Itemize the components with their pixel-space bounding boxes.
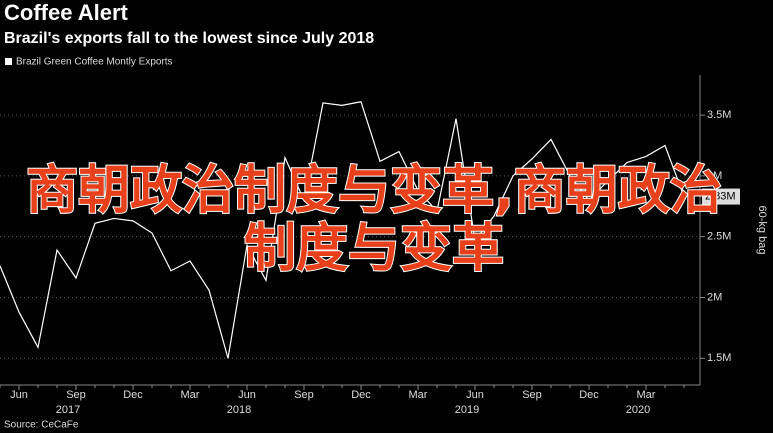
x-year-label: 2017 (56, 404, 80, 416)
value-label: 2.83M (705, 190, 736, 202)
x-tick-label: Sep (294, 389, 314, 401)
x-tick-label: Mar (409, 389, 428, 401)
x-tick-label: Dec (351, 389, 371, 401)
x-tick-label: Jun (466, 389, 484, 401)
y-tick-label: 3.5M (707, 109, 731, 121)
y-tick-label: 1.5M (707, 352, 731, 364)
x-tick-label: Sep (522, 389, 542, 401)
x-year-label: 2020 (626, 404, 650, 416)
y-tick-label: 3M (707, 170, 722, 182)
overlay-text: 商朝政治制度与变革,商朝政治制度与变革 (25, 161, 723, 279)
x-tick-label: Jun (238, 389, 256, 401)
value-label-box (702, 188, 740, 205)
x-year-label: 2019 (455, 404, 479, 416)
x-tick-label: Dec (579, 389, 599, 401)
x-tick-label: Mar (181, 389, 200, 401)
y-axis-label: 60-kg bag (756, 206, 768, 255)
line (0, 101, 685, 359)
x-tick-label: Dec (123, 389, 143, 401)
legend-label: Brazil Green Coffee Montly Exports (16, 57, 173, 68)
x-tick-label: Jun (10, 389, 28, 401)
x-year-label: 2018 (227, 404, 251, 416)
chart-subtitle: Brazil's exports fall to the lowest sinc… (4, 30, 374, 47)
x-tick-label: Sep (66, 389, 86, 401)
x-tick-label: Mar (637, 389, 656, 401)
legend-swatch (5, 58, 12, 65)
y-tick-label: 2M (707, 291, 722, 303)
y-tick-label: 2.5M (707, 231, 731, 243)
source: Source: CeCaFe (4, 420, 79, 431)
chart-title: Coffee Alert (4, 0, 129, 25)
